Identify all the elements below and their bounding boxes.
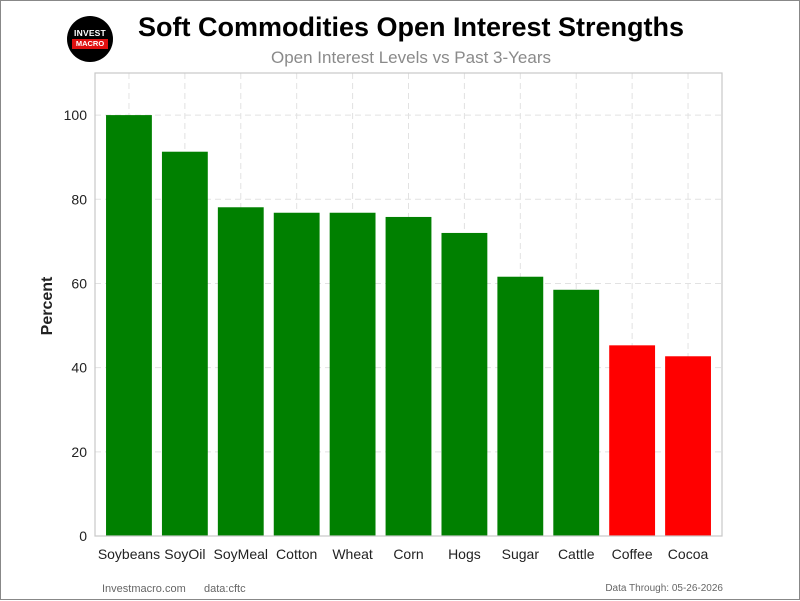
x-tick-label: Coffee [612,546,653,562]
bar-sugar [497,276,544,536]
logo-bottom-text: MACRO [72,39,108,49]
x-tick-label: SoyOil [164,546,205,562]
bar-soybeans [106,115,152,536]
footer-site: Investmacro.com [102,583,186,595]
chart-title: Soft Commodities Open Interest Strengths [137,12,685,42]
x-tick-label: Cotton [276,546,317,562]
bar-wheat [329,212,376,536]
x-tick-label: Wheat [332,546,373,562]
footer-data-through: Data Through: 05-26-2026 [605,583,723,594]
bars [106,115,711,537]
y-tick-label: 100 [64,107,88,123]
x-tick-label: Hogs [448,546,481,562]
bar-soymeal [217,207,264,536]
x-tick-label: Cocoa [668,546,709,562]
bar-cocoa [665,356,711,536]
bar-hogs [441,232,488,537]
bar-coffee [609,345,656,536]
investmacro-logo: INVEST MACRO [67,16,113,62]
x-tick-label: Corn [393,546,423,562]
y-tick-label: 40 [71,360,87,376]
y-tick-label: 20 [71,444,87,460]
footer-source: data:cftc [204,583,246,595]
bar-cotton [273,212,320,536]
bar-soyoil [161,151,208,536]
logo-top-text: INVEST [74,28,106,38]
bar-corn [385,216,432,536]
x-tick-label: SoyMeal [214,546,268,562]
y-tick-label: 0 [79,528,87,544]
plot-frame [94,72,723,537]
y-tick-label: 80 [71,191,87,207]
x-tick-label: Sugar [502,546,540,562]
plot-border [94,72,723,537]
x-tick-label: Soybeans [98,546,160,562]
tick-labels: 0 20 40 60 80 100 Soybeans SoyOil SoyMeal Cotton W… [64,107,709,562]
x-tick-label: Cattle [558,546,595,562]
y-tick-label: 60 [71,275,87,291]
chart-subtitle: Open Interest Levels vs Past 3-Years [270,48,552,67]
bar-cattle [553,289,600,536]
